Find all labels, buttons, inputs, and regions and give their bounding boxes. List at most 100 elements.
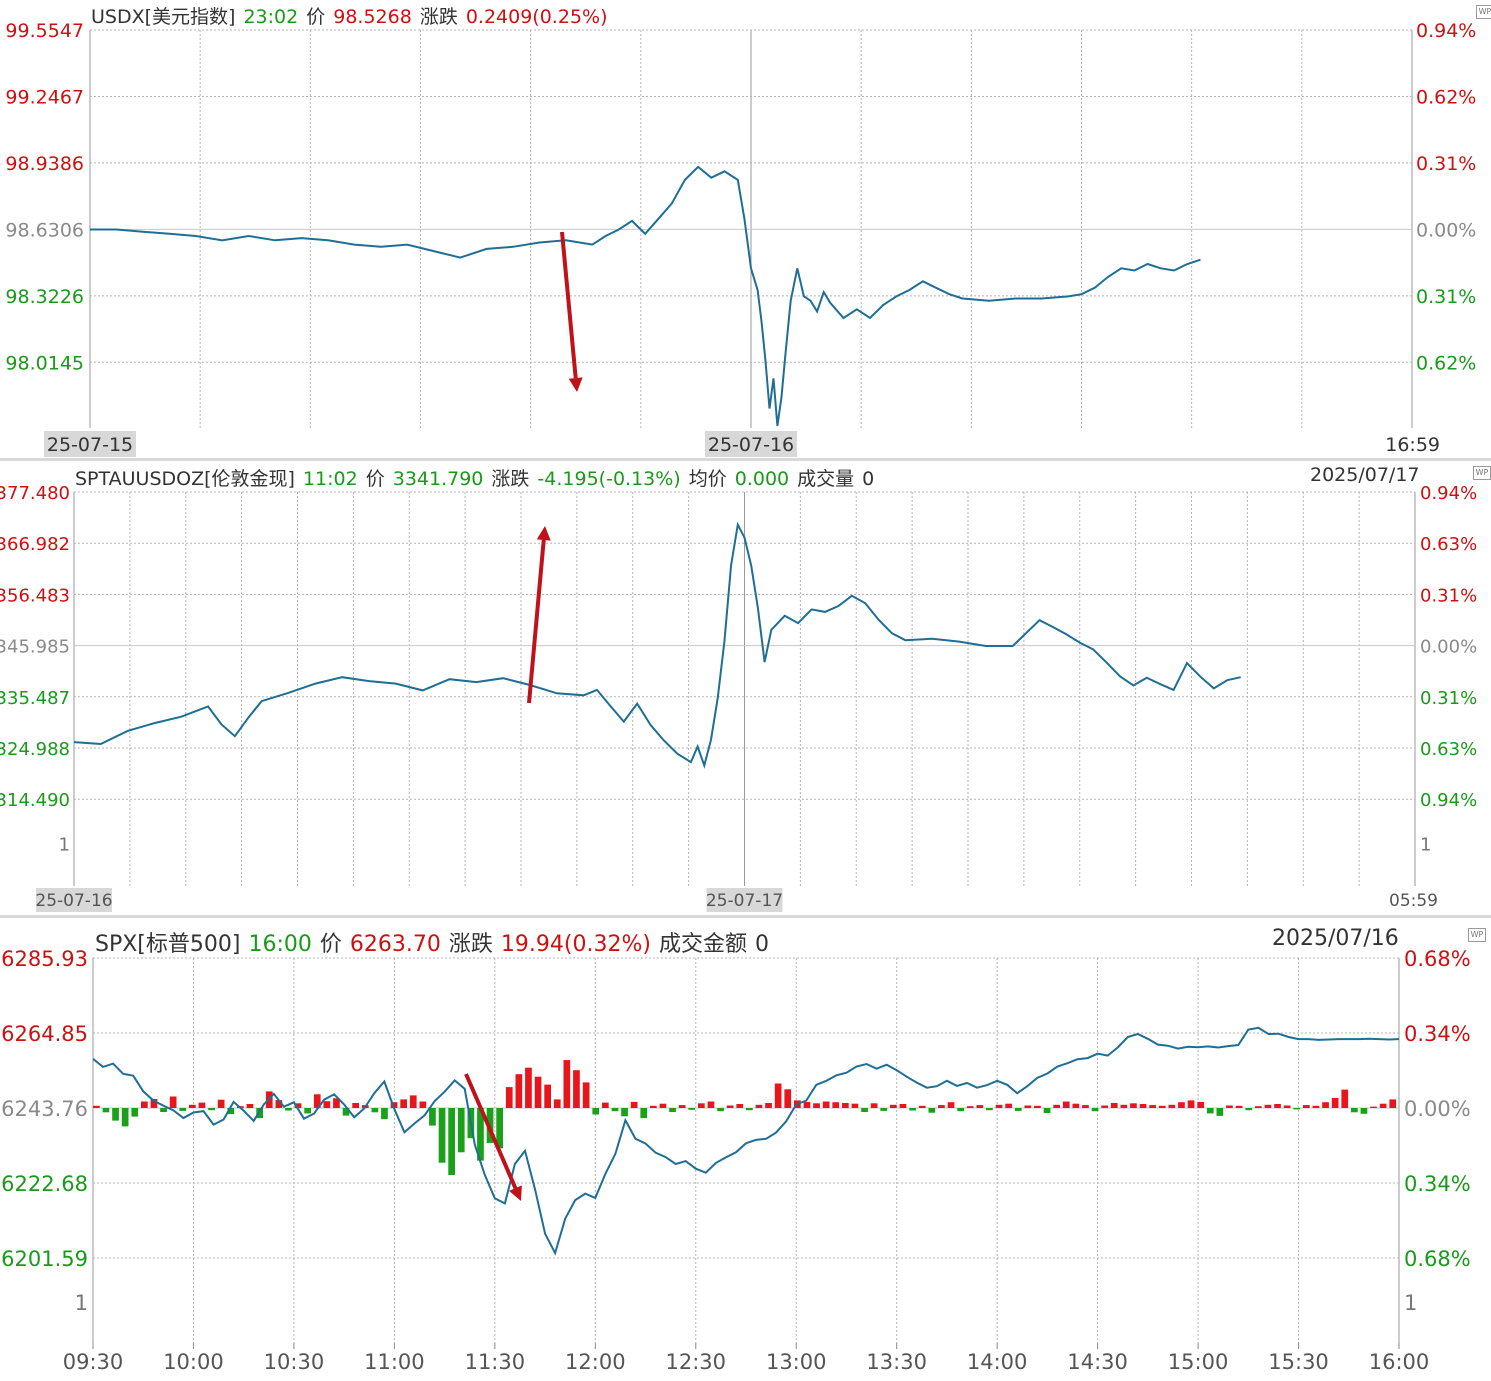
volume-bar [822, 1101, 830, 1108]
gold-chart-panel: SPTAUUSDOZ[伦敦金现] 11:02 价 3341.790 涨跌 -4.195(-… [0, 460, 1491, 916]
usdx-price-label: 价 [306, 6, 326, 28]
gold-change: -4.195(-0.13%) [537, 468, 681, 490]
volume-bar [1206, 1108, 1214, 1114]
spx-symbol: SPX[标普500] [95, 932, 241, 957]
pct-tick-label: 0.34% [1404, 1172, 1471, 1196]
volume-bar [400, 1099, 407, 1108]
pct-tick-label: 0.31% [1420, 585, 1477, 606]
x-tick-label: 12:30 [666, 1350, 727, 1374]
annotation-arrow [560, 231, 578, 379]
volume-bar [1197, 1101, 1204, 1108]
annotation-arrow-head [536, 526, 551, 541]
volume-bar [918, 1105, 926, 1108]
volume-bar [1024, 1105, 1032, 1108]
volume-bar [986, 1108, 993, 1111]
volume-bar [1370, 1106, 1377, 1108]
volume-bar [371, 1108, 379, 1113]
gold-avg-label: 均价 [688, 468, 727, 490]
volume-bar [477, 1108, 484, 1161]
volume-bar [707, 1101, 715, 1108]
gold-price-line [73, 521, 1241, 769]
y-tick-label: 99.2467 [5, 86, 84, 108]
x-tick-label: 14:00 [967, 1350, 1028, 1374]
x-tick-label: 25-07-17 [706, 891, 783, 911]
volume-bar [217, 1099, 225, 1108]
x-tick-label: 13:00 [766, 1350, 827, 1374]
y-tick-label: 3356.483 [0, 585, 70, 606]
usdx-chart[interactable]: 99.5547 0.94% 99.2467 0.62% 98.9386 0.31% 98.6… [0, 0, 1491, 460]
volume-bar [1379, 1103, 1387, 1108]
x-label-box [36, 888, 112, 912]
y-tick-label: 3366.982 [0, 534, 70, 555]
gold-chart[interactable]: 3377.480 0.94% 3366.982 0.63% 3356.483 0.31% 3… [0, 460, 1491, 916]
pct-tick-label: 0.63% [1420, 534, 1477, 555]
volume-bar [179, 1108, 187, 1111]
watermark-icon: WP [1476, 5, 1491, 19]
x-tick-label: 09:30 [63, 1350, 124, 1374]
x-label-box [705, 431, 797, 457]
volume-bar [1331, 1097, 1339, 1108]
usdx-symbol: USDX[美元指数] [91, 6, 236, 28]
gold-header: SPTAUUSDOZ[伦敦金现] 11:02 价 3341.790 涨跌 -4.195(-… [75, 464, 882, 491]
gold-vol: 0 [862, 468, 875, 490]
volume-bar [1341, 1089, 1349, 1108]
volume-bar [1120, 1104, 1128, 1108]
volume-bar [1351, 1108, 1358, 1113]
spx-chart[interactable]: 6285.93 0.68% 6264.85 0.34% 6243.76 0.00% 6222… [0, 918, 1491, 1381]
volume-bar [1168, 1104, 1176, 1108]
y-tick-label: 3314.490 [0, 790, 70, 811]
annotation-arrow-head [568, 377, 583, 392]
volume-bar [515, 1074, 523, 1108]
volume-bar [1283, 1105, 1291, 1108]
annotation-arrow-head [509, 1185, 522, 1201]
volume-bar [1110, 1103, 1118, 1108]
volume-bar [582, 1082, 590, 1108]
volume-bar [1187, 1100, 1195, 1108]
y-tick-label: 98.3226 [5, 286, 84, 308]
volume-bar [957, 1108, 964, 1112]
volume-bar [611, 1108, 619, 1112]
volume-bar [1226, 1105, 1233, 1108]
volume-bar [189, 1104, 196, 1108]
volume-bar [304, 1108, 311, 1114]
usdx-price: 98.5268 [333, 6, 412, 28]
volume-bar [1158, 1105, 1166, 1108]
volume-bar [1235, 1105, 1243, 1108]
x-tick-label: 14:30 [1067, 1350, 1128, 1374]
spx-change: 19.94(0.32%) [500, 932, 651, 957]
volume-bar [1130, 1103, 1137, 1108]
volume-bar [534, 1076, 542, 1108]
volume-bar [640, 1108, 648, 1119]
volume-bar [621, 1108, 628, 1117]
gold-change-label: 涨跌 [491, 468, 530, 490]
volume-bar [1091, 1108, 1099, 1112]
y-tick-label: 3324.988 [0, 739, 70, 760]
pct-tick-label: 0.34% [1404, 1022, 1471, 1046]
gold-vol-label: 成交量 [797, 468, 855, 490]
volume-bar [1139, 1104, 1147, 1108]
y-tick-label: 6201.59 [1, 1247, 88, 1271]
volume-bar [553, 1099, 561, 1108]
volume-bar [1053, 1104, 1060, 1108]
volume-bar [899, 1104, 907, 1108]
volume-bar [803, 1101, 811, 1108]
volume-bar [1274, 1104, 1281, 1108]
volume-bar [813, 1103, 820, 1108]
volume-bar [544, 1084, 551, 1108]
x-tick-label: 25-07-16 [708, 434, 794, 456]
usdx-header: USDX[美元指数] 23:02 价 98.5268 涨跌 0.2409(0.25%) [91, 2, 616, 29]
volume-bar [285, 1108, 292, 1111]
volume-bar [390, 1102, 398, 1108]
volume-bar [890, 1104, 897, 1108]
volume-bar [976, 1105, 984, 1108]
x-tick-label: 25-07-16 [35, 891, 112, 911]
volume-bar [650, 1105, 657, 1108]
volume-bar [592, 1108, 600, 1115]
spx-chart-panel: SPX[标普500] 16:00 价 6263.70 涨跌 19.94(0.32%) 成交金… [0, 918, 1491, 1381]
y-tick-label: 1 [75, 1291, 88, 1315]
volume-bar [717, 1108, 724, 1112]
volume-bar [169, 1096, 177, 1108]
volume-bar [160, 1108, 167, 1112]
usdx-change: 0.2409(0.25%) [465, 6, 608, 28]
volume-bar [438, 1108, 446, 1163]
